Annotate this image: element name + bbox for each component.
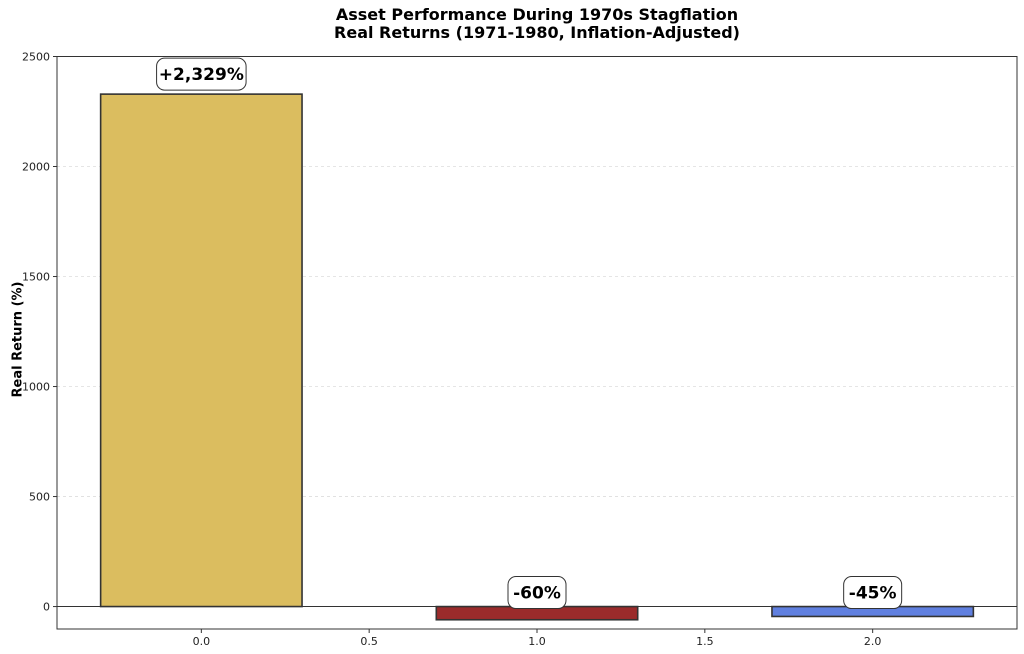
y-tick-label: 1500 — [22, 271, 50, 284]
data-label: +2,329% — [159, 65, 244, 85]
chart-title: Asset Performance During 1970s Stagflati… — [335, 5, 739, 24]
y-tick-label: 1000 — [22, 381, 50, 394]
data-label: -60% — [513, 584, 561, 604]
x-tick-label: 1.5 — [696, 635, 714, 648]
y-tick-label: 500 — [29, 491, 50, 504]
y-tick-label: 2000 — [22, 161, 50, 174]
x-tick-label: 0.5 — [360, 635, 378, 648]
y-tick-label: 2500 — [22, 51, 50, 64]
bar — [99, 93, 303, 608]
data-label-box — [156, 57, 247, 91]
x-tick-label: 1.0 — [528, 635, 546, 648]
chart-subtitle: Real Returns (1971-1980, Inflation-Adjus… — [334, 23, 740, 42]
y-tick-label: 0 — [43, 601, 50, 614]
x-tick-label: 0.0 — [193, 635, 211, 648]
data-label-box — [843, 576, 903, 610]
data-label-box — [507, 576, 567, 610]
x-tick-label: 2.0 — [864, 635, 882, 648]
data-label: -45% — [849, 584, 897, 604]
